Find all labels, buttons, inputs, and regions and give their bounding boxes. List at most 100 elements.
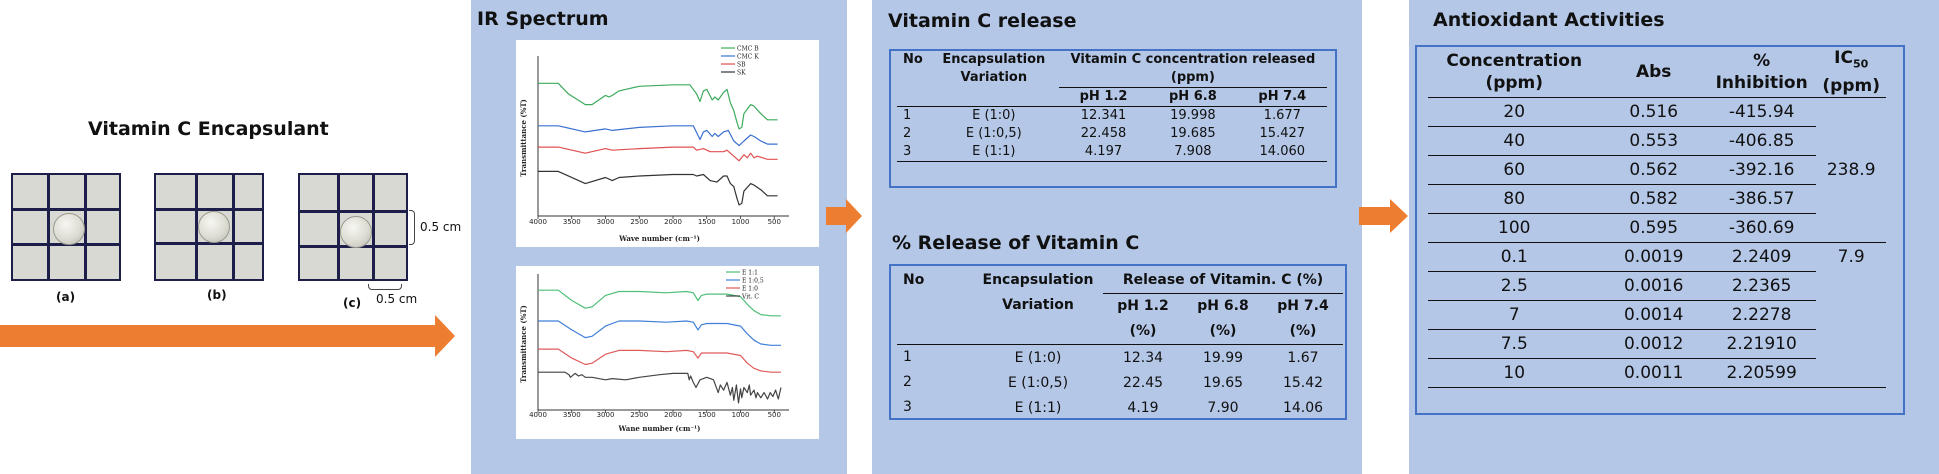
cell-concentration: 2.5 (1428, 271, 1601, 302)
bead-c (340, 216, 372, 248)
cell-ic50: 7.9 (1816, 242, 1886, 389)
sample-label-b: (b) (207, 288, 227, 302)
cell-value: 19.685 (1170, 126, 1216, 141)
sample-image-a (11, 173, 121, 281)
legend-label: Vit. C (741, 294, 759, 301)
cell-value: 7.90 (1207, 399, 1239, 416)
table-row: 2 E (1:0,5) 22.458 19.685 15.427 (897, 125, 1327, 143)
cell-value: 19.99 (1202, 349, 1244, 366)
cell-value: 15.42 (1282, 374, 1324, 391)
cell-value: 12.341 (1080, 108, 1127, 123)
cell-abs: 0.0016 (1600, 271, 1707, 302)
x-axis-label: Wane number (cm⁻¹) (618, 424, 701, 433)
cell-abs: 0.582 (1600, 184, 1707, 215)
cell-value: 22.45 (1122, 374, 1164, 391)
cell-no: 1 (903, 108, 912, 123)
legend-label: SB (737, 62, 746, 69)
legend-label: CMC K (737, 54, 759, 61)
encapsulant-title: Vitamin C Encapsulant (88, 118, 329, 140)
ir-chart-bottom: 4000 3500 3000 2500 2000 1500 1000 500 Wane numb… (516, 266, 819, 439)
table-row: 40 0.553 -406.85 (1428, 126, 1886, 157)
antioxidant-table-frame: Concentration (ppm) Abs % Inhibition IC5… (1415, 45, 1905, 415)
series-line-cmc-k (538, 125, 778, 147)
header-ic50-main: IC (1834, 48, 1853, 68)
x-tick-label: 3500 (563, 411, 581, 419)
x-tick-label: 4000 (529, 411, 547, 419)
table-row: 3 E (1:1) 4.19 7.90 14.06 (897, 395, 1343, 420)
cell-abs: 0.516 (1600, 97, 1707, 128)
sample-label-a: (a) (56, 290, 76, 304)
x-axis-label: Wave number (cm⁻¹) (618, 234, 700, 243)
y-axis-label: Transmittance (%T) (519, 305, 528, 383)
ir-chart-bottom-svg: 4000 3500 3000 2500 2000 1500 1000 500 Wane numb… (519, 270, 789, 433)
x-tick-label: 2500 (630, 411, 648, 419)
cell-inhibition: -406.85 (1706, 126, 1817, 157)
header-no: No (903, 272, 925, 288)
cell-inhibition: -360.69 (1706, 213, 1817, 244)
series-line-e-1-1 (538, 289, 781, 317)
legend-label: E 1:0 (742, 286, 758, 293)
cell-value: 14.06 (1282, 399, 1324, 416)
cell-concentration: 10 (1428, 358, 1601, 389)
header-no: No (903, 52, 923, 67)
sample-image-b (154, 173, 264, 281)
cell-value: 12.34 (1122, 349, 1164, 366)
table-row: 1 E (1:0) 12.341 19.998 1.677 (897, 106, 1327, 126)
dimension-brace-vertical (409, 210, 415, 245)
cell-value: 14.060 (1259, 144, 1306, 159)
header-ph-2: pH 6.8 (1169, 89, 1217, 104)
cell-concentration: 100 (1428, 213, 1601, 244)
legend-label: CMC B (737, 46, 759, 53)
header-variation: Encapsulation Variation (942, 52, 1046, 85)
x-tick-label: 3000 (597, 411, 615, 419)
series-line-cmc-b (538, 82, 778, 130)
cell-variation: E (1:0,5) (1007, 374, 1069, 391)
pct-release-table: No Encapsulation Variation Release of Vi… (897, 268, 1343, 420)
ir-spectrum-panel: IR Spectrum 4000 3500 3000 2500 2000 1500 1000… (471, 0, 847, 474)
header-abs: Abs (1635, 62, 1672, 83)
header-ph-1: pH 1.2 (%) (1117, 298, 1169, 339)
cell-value: 4.197 (1084, 144, 1123, 159)
cell-value: 7.908 (1174, 144, 1212, 159)
table-row: 0.1 0.0019 2.2409 7.9 (1428, 242, 1886, 389)
series-line-e-1-0 (538, 348, 781, 373)
bead-a (53, 213, 85, 245)
cell-variation: E (1:1) (972, 144, 1016, 159)
y-axis-label: Transmittance (%T) (519, 99, 528, 177)
header-ic50: IC50 (ppm) (1816, 47, 1886, 98)
x-tick-label: 1500 (698, 218, 716, 226)
dimension-label-vertical: 0.5 cm (420, 220, 462, 234)
cell-abs: 0.595 (1600, 213, 1707, 244)
bead-b (198, 211, 230, 243)
cell-no: 3 (903, 144, 912, 159)
sample-image-c (298, 173, 408, 281)
header-concentration: Concentration (ppm) (1446, 51, 1583, 94)
cell-inhibition: 2.2278 (1706, 300, 1817, 331)
legend-label: E 1:0,5 (742, 278, 764, 285)
cell-concentration: 7.5 (1428, 329, 1601, 360)
cell-concentration: 40 (1428, 126, 1601, 157)
cell-inhibition: 2.2365 (1706, 271, 1817, 302)
cell-ic50: 238.9 (1816, 97, 1886, 244)
table-row: 10 0.0011 2.20599 (1428, 358, 1886, 389)
vitc-release-title: Vitamin C release (888, 10, 1077, 32)
header-variation: Encapsulation Variation (982, 272, 1094, 313)
x-tick-label: 2000 (664, 411, 682, 419)
x-tick-label: 4000 (529, 218, 547, 226)
table-row: 7 0.0014 2.2278 (1428, 300, 1886, 331)
series-line-sk (538, 170, 778, 206)
header-ph-1: pH 1.2 (1079, 89, 1128, 104)
table-row: 60 0.562 -392.16 (1428, 155, 1886, 186)
cell-value: 19.998 (1170, 108, 1216, 123)
legend-label: SK (737, 70, 746, 77)
header-inhibition: % Inhibition (1715, 51, 1808, 94)
cell-value: 19.65 (1202, 374, 1244, 391)
cell-abs: 0.0011 (1600, 358, 1707, 389)
antioxidant-table-body: 20 0.516 -415.94 238.9 40 0.553 -406.85 60 0.562… (1428, 97, 1886, 389)
header-group: Release of Vitamin. C (%) (1103, 268, 1343, 294)
x-tick-label: 3000 (597, 218, 615, 226)
x-tick-label: 1000 (732, 218, 750, 226)
header-ic50-unit: (ppm) (1822, 76, 1880, 97)
table-row: 2 E (1:0,5) 22.45 19.65 15.42 (897, 370, 1343, 395)
cell-value: 1.67 (1287, 349, 1319, 366)
